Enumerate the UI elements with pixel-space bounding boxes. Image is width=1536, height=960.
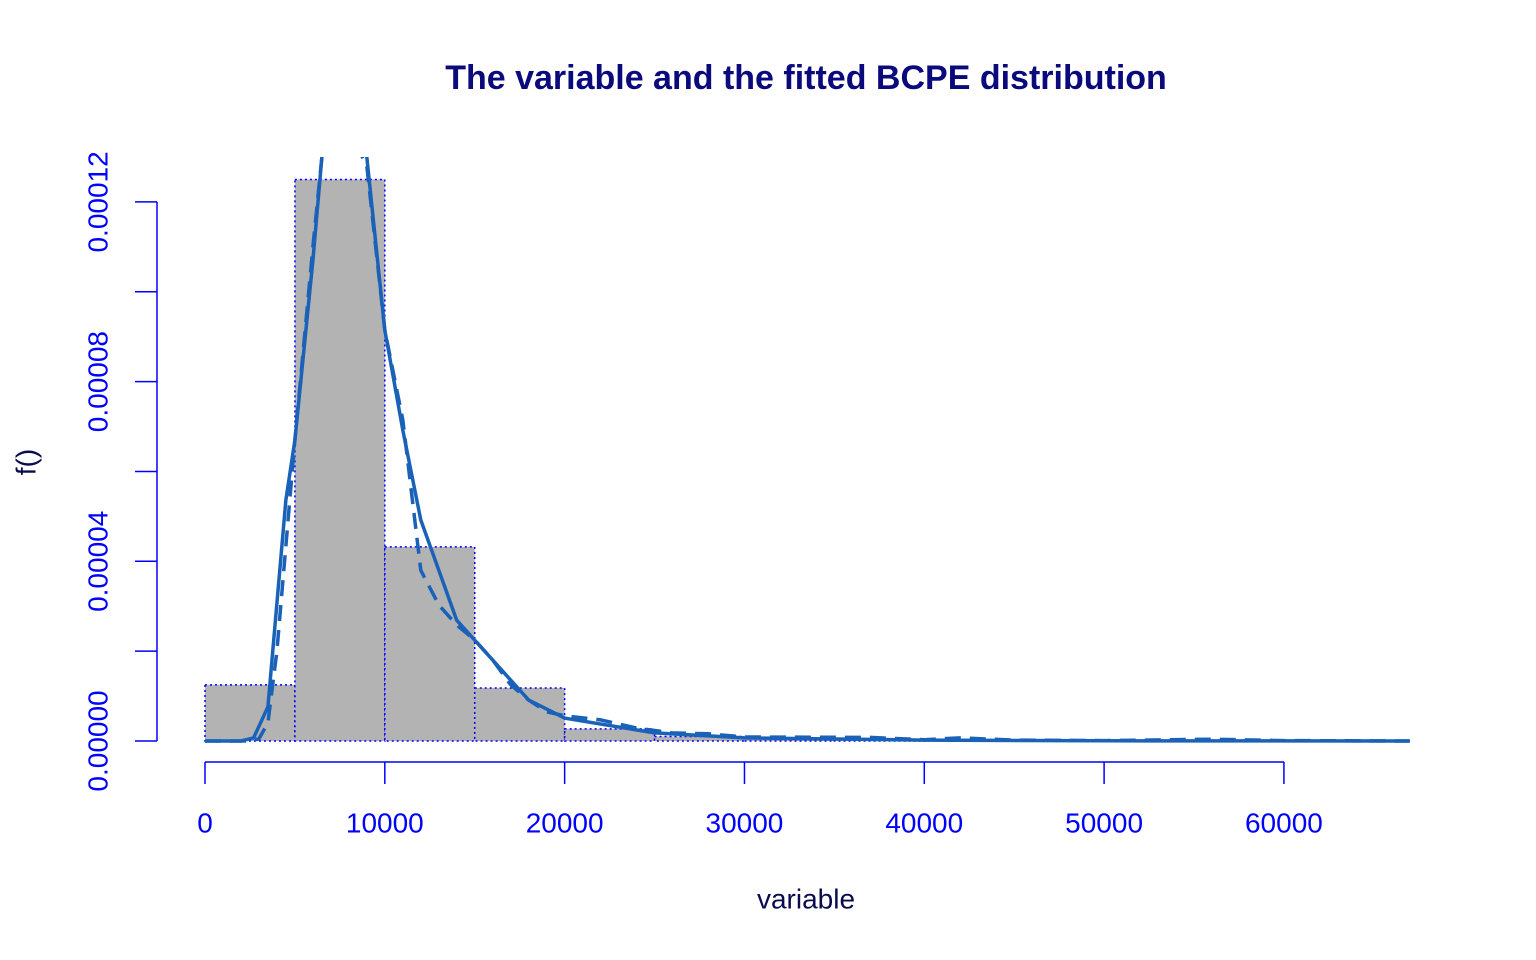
y-tick-label: 0.00000: [82, 690, 113, 791]
x-axis-label: variable: [757, 883, 855, 914]
x-tick-label: 60000: [1245, 807, 1323, 838]
histogram-bar: [563, 728, 656, 742]
curves: [205, 157, 1410, 743]
x-tick-label: 30000: [706, 807, 784, 838]
x-tick-label: 10000: [346, 807, 424, 838]
y-tick-label: 0.00008: [82, 331, 113, 432]
bars: [204, 178, 1375, 742]
axes: 0 10000 20000 30000 40000 50000 60000 0.00000 0.…: [82, 151, 1322, 838]
x-tick-label: 20000: [526, 807, 604, 838]
chart-title: The variable and the fitted BCPE distrib…: [445, 59, 1167, 97]
histogram-bar: [384, 546, 476, 742]
histogram-bar: [204, 684, 296, 742]
y-axis-label: f(): [10, 449, 41, 475]
y-tick-label: 0.00012: [82, 151, 113, 252]
y-tick-label: 0.00004: [82, 511, 113, 612]
x-tick-label: 0: [197, 807, 213, 838]
histogram-bar: [294, 178, 386, 742]
x-tick-label: 40000: [885, 807, 963, 838]
density-curve: [205, 157, 1410, 743]
histogram-bar: [473, 687, 566, 742]
x-tick-label: 50000: [1065, 807, 1143, 838]
histogram-bar: [653, 735, 746, 742]
